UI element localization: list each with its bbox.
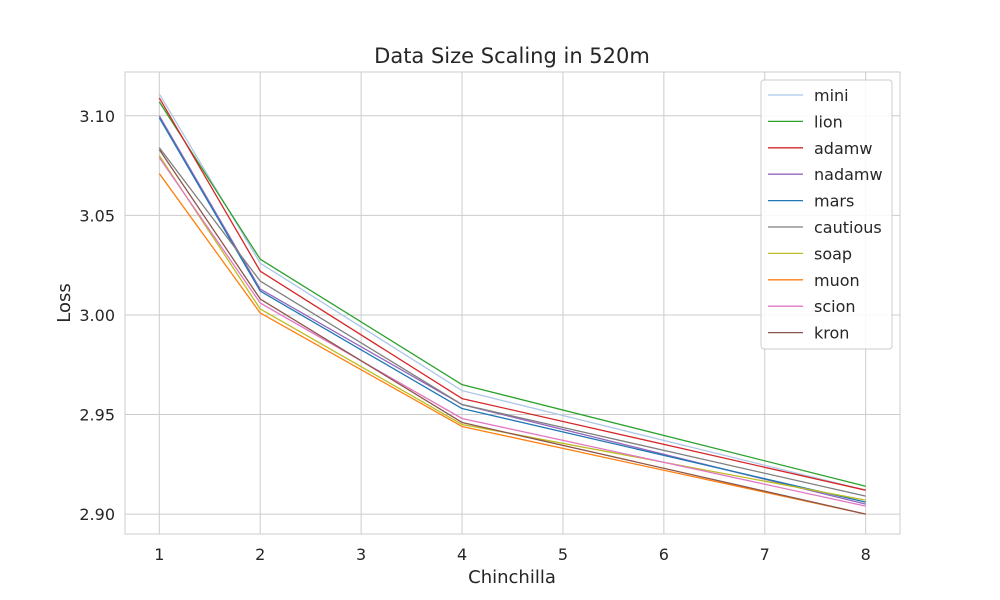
legend-label-scion: scion bbox=[814, 297, 856, 316]
legend-label-kron: kron bbox=[814, 324, 849, 343]
y-tick-labels: 2.90 2.95 3.00 3.05 3.10 bbox=[79, 107, 115, 524]
legend-label-mini: mini bbox=[814, 86, 849, 105]
grid bbox=[125, 72, 900, 534]
legend-label-cautious: cautious bbox=[814, 218, 882, 237]
legend-label-lion: lion bbox=[814, 112, 843, 131]
series-line-muon bbox=[158, 173, 866, 515]
legend-label-adamw: adamw bbox=[814, 139, 872, 158]
x-tick-label: 1 bbox=[154, 545, 164, 564]
series-line-mini bbox=[158, 93, 866, 491]
series-lines bbox=[158, 93, 866, 515]
series-line-mars bbox=[158, 117, 866, 503]
series-line-kron bbox=[158, 149, 866, 515]
chart-title: Data Size Scaling in 520m bbox=[374, 44, 650, 68]
x-axis-label: Chinchilla bbox=[468, 567, 556, 588]
y-axis-label: Loss bbox=[54, 283, 75, 322]
y-tick-label: 3.05 bbox=[79, 206, 115, 225]
y-tick-label: 3.10 bbox=[79, 107, 115, 126]
series-line-cautious bbox=[158, 147, 866, 497]
legend: mini lion adamw nadamw mars cautious soap muon s… bbox=[760, 79, 893, 350]
x-tick-label: 5 bbox=[558, 545, 568, 564]
y-tick-label: 2.90 bbox=[79, 505, 115, 524]
legend-label-muon: muon bbox=[814, 271, 860, 290]
y-tick-label: 3.00 bbox=[79, 306, 115, 325]
series-line-adamw bbox=[158, 97, 866, 491]
series-line-nadamw bbox=[158, 115, 866, 505]
x-tick-label: 6 bbox=[659, 545, 669, 564]
legend-label-soap: soap bbox=[814, 244, 852, 263]
legend-label-mars: mars bbox=[814, 192, 854, 211]
x-tick-labels: 1 2 3 4 5 6 7 8 bbox=[154, 545, 871, 564]
y-tick-label: 2.95 bbox=[79, 406, 115, 425]
x-tick-label: 8 bbox=[861, 545, 871, 564]
x-tick-label: 3 bbox=[356, 545, 366, 564]
x-tick-label: 2 bbox=[255, 545, 265, 564]
series-line-lion bbox=[158, 101, 866, 487]
x-tick-label: 4 bbox=[457, 545, 467, 564]
x-tick-label: 7 bbox=[760, 545, 770, 564]
legend-label-nadamw: nadamw bbox=[814, 165, 883, 184]
